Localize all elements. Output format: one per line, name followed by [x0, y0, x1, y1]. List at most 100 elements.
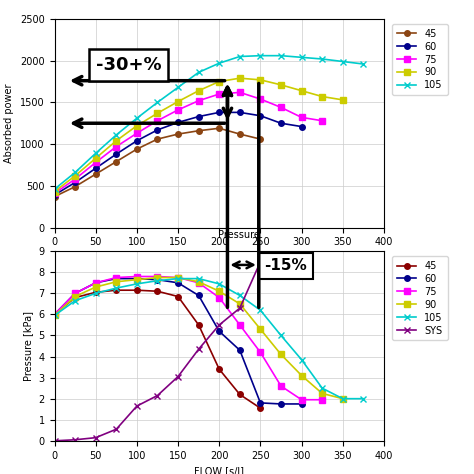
Y-axis label: Absorbed power: Absorbed power: [4, 83, 15, 163]
SYS: [216, 322, 222, 328]
75: [113, 275, 119, 281]
105: [72, 170, 78, 175]
Line: 90: 90: [52, 275, 346, 401]
105: [134, 115, 140, 121]
105: [155, 278, 160, 283]
105: [278, 333, 284, 338]
90: [93, 284, 99, 290]
45: [113, 159, 119, 164]
90: [299, 88, 304, 93]
75: [52, 311, 57, 317]
105: [93, 150, 99, 156]
105: [299, 55, 304, 60]
75: [257, 96, 263, 102]
60: [113, 276, 119, 282]
75: [278, 383, 284, 389]
60: [113, 151, 119, 157]
105: [299, 357, 304, 363]
105: [361, 396, 366, 401]
45: [134, 287, 140, 293]
SYS: [155, 392, 160, 398]
105: [340, 396, 346, 401]
105: [361, 61, 366, 67]
105: [113, 285, 119, 291]
60: [93, 165, 99, 171]
75: [237, 90, 243, 95]
60: [278, 120, 284, 126]
60: [257, 400, 263, 406]
45: [155, 288, 160, 294]
75: [134, 130, 140, 136]
Legend: 45, 60, 75, 90, 105: 45, 60, 75, 90, 105: [392, 24, 447, 95]
Line: 45: 45: [52, 287, 263, 411]
90: [52, 313, 57, 319]
75: [72, 176, 78, 182]
90: [134, 123, 140, 128]
45: [155, 136, 160, 142]
45: [196, 322, 201, 328]
60: [257, 113, 263, 118]
60: [72, 180, 78, 185]
90: [257, 326, 263, 332]
60: [175, 119, 181, 125]
90: [216, 79, 222, 84]
SYS: [72, 437, 78, 443]
105: [196, 70, 201, 75]
60: [52, 311, 57, 317]
SYS: [113, 427, 119, 432]
105: [52, 313, 57, 319]
105: [175, 276, 181, 282]
105: [52, 186, 57, 192]
90: [237, 301, 243, 307]
60: [237, 347, 243, 353]
105: [319, 385, 325, 391]
Line: 75: 75: [52, 273, 325, 402]
75: [319, 397, 325, 402]
105: [196, 276, 201, 282]
SYS: [52, 438, 57, 444]
105: [278, 53, 284, 58]
45: [52, 311, 57, 317]
60: [299, 401, 304, 407]
45: [216, 126, 222, 131]
105: [134, 281, 140, 287]
45: [72, 295, 78, 301]
Line: 60: 60: [52, 276, 304, 407]
60: [155, 277, 160, 283]
75: [52, 191, 57, 196]
105: [155, 100, 160, 105]
SYS: [196, 346, 201, 352]
75: [278, 105, 284, 110]
90: [278, 352, 284, 357]
SYS: [93, 435, 99, 440]
60: [196, 114, 201, 119]
60: [278, 401, 284, 407]
60: [134, 138, 140, 144]
90: [196, 88, 201, 93]
90: [155, 275, 160, 281]
SYS: [237, 305, 243, 311]
75: [319, 118, 325, 124]
45: [257, 136, 263, 142]
45: [257, 405, 263, 411]
60: [134, 276, 140, 282]
60: [299, 124, 304, 129]
SYS: [134, 403, 140, 409]
105: [216, 281, 222, 287]
Text: Pressure: Pressure: [219, 229, 260, 240]
45: [237, 131, 243, 137]
105: [237, 292, 243, 298]
60: [175, 280, 181, 286]
75: [299, 397, 304, 402]
60: [196, 292, 201, 298]
Legend: 45, 60, 75, 90, 105, SYS: 45, 60, 75, 90, 105, SYS: [392, 256, 447, 340]
75: [175, 275, 181, 281]
Line: 45: 45: [52, 126, 263, 200]
75: [113, 144, 119, 149]
75: [155, 118, 160, 124]
60: [216, 328, 222, 334]
90: [134, 277, 140, 283]
Line: 75: 75: [52, 90, 325, 196]
90: [72, 294, 78, 300]
90: [257, 77, 263, 82]
